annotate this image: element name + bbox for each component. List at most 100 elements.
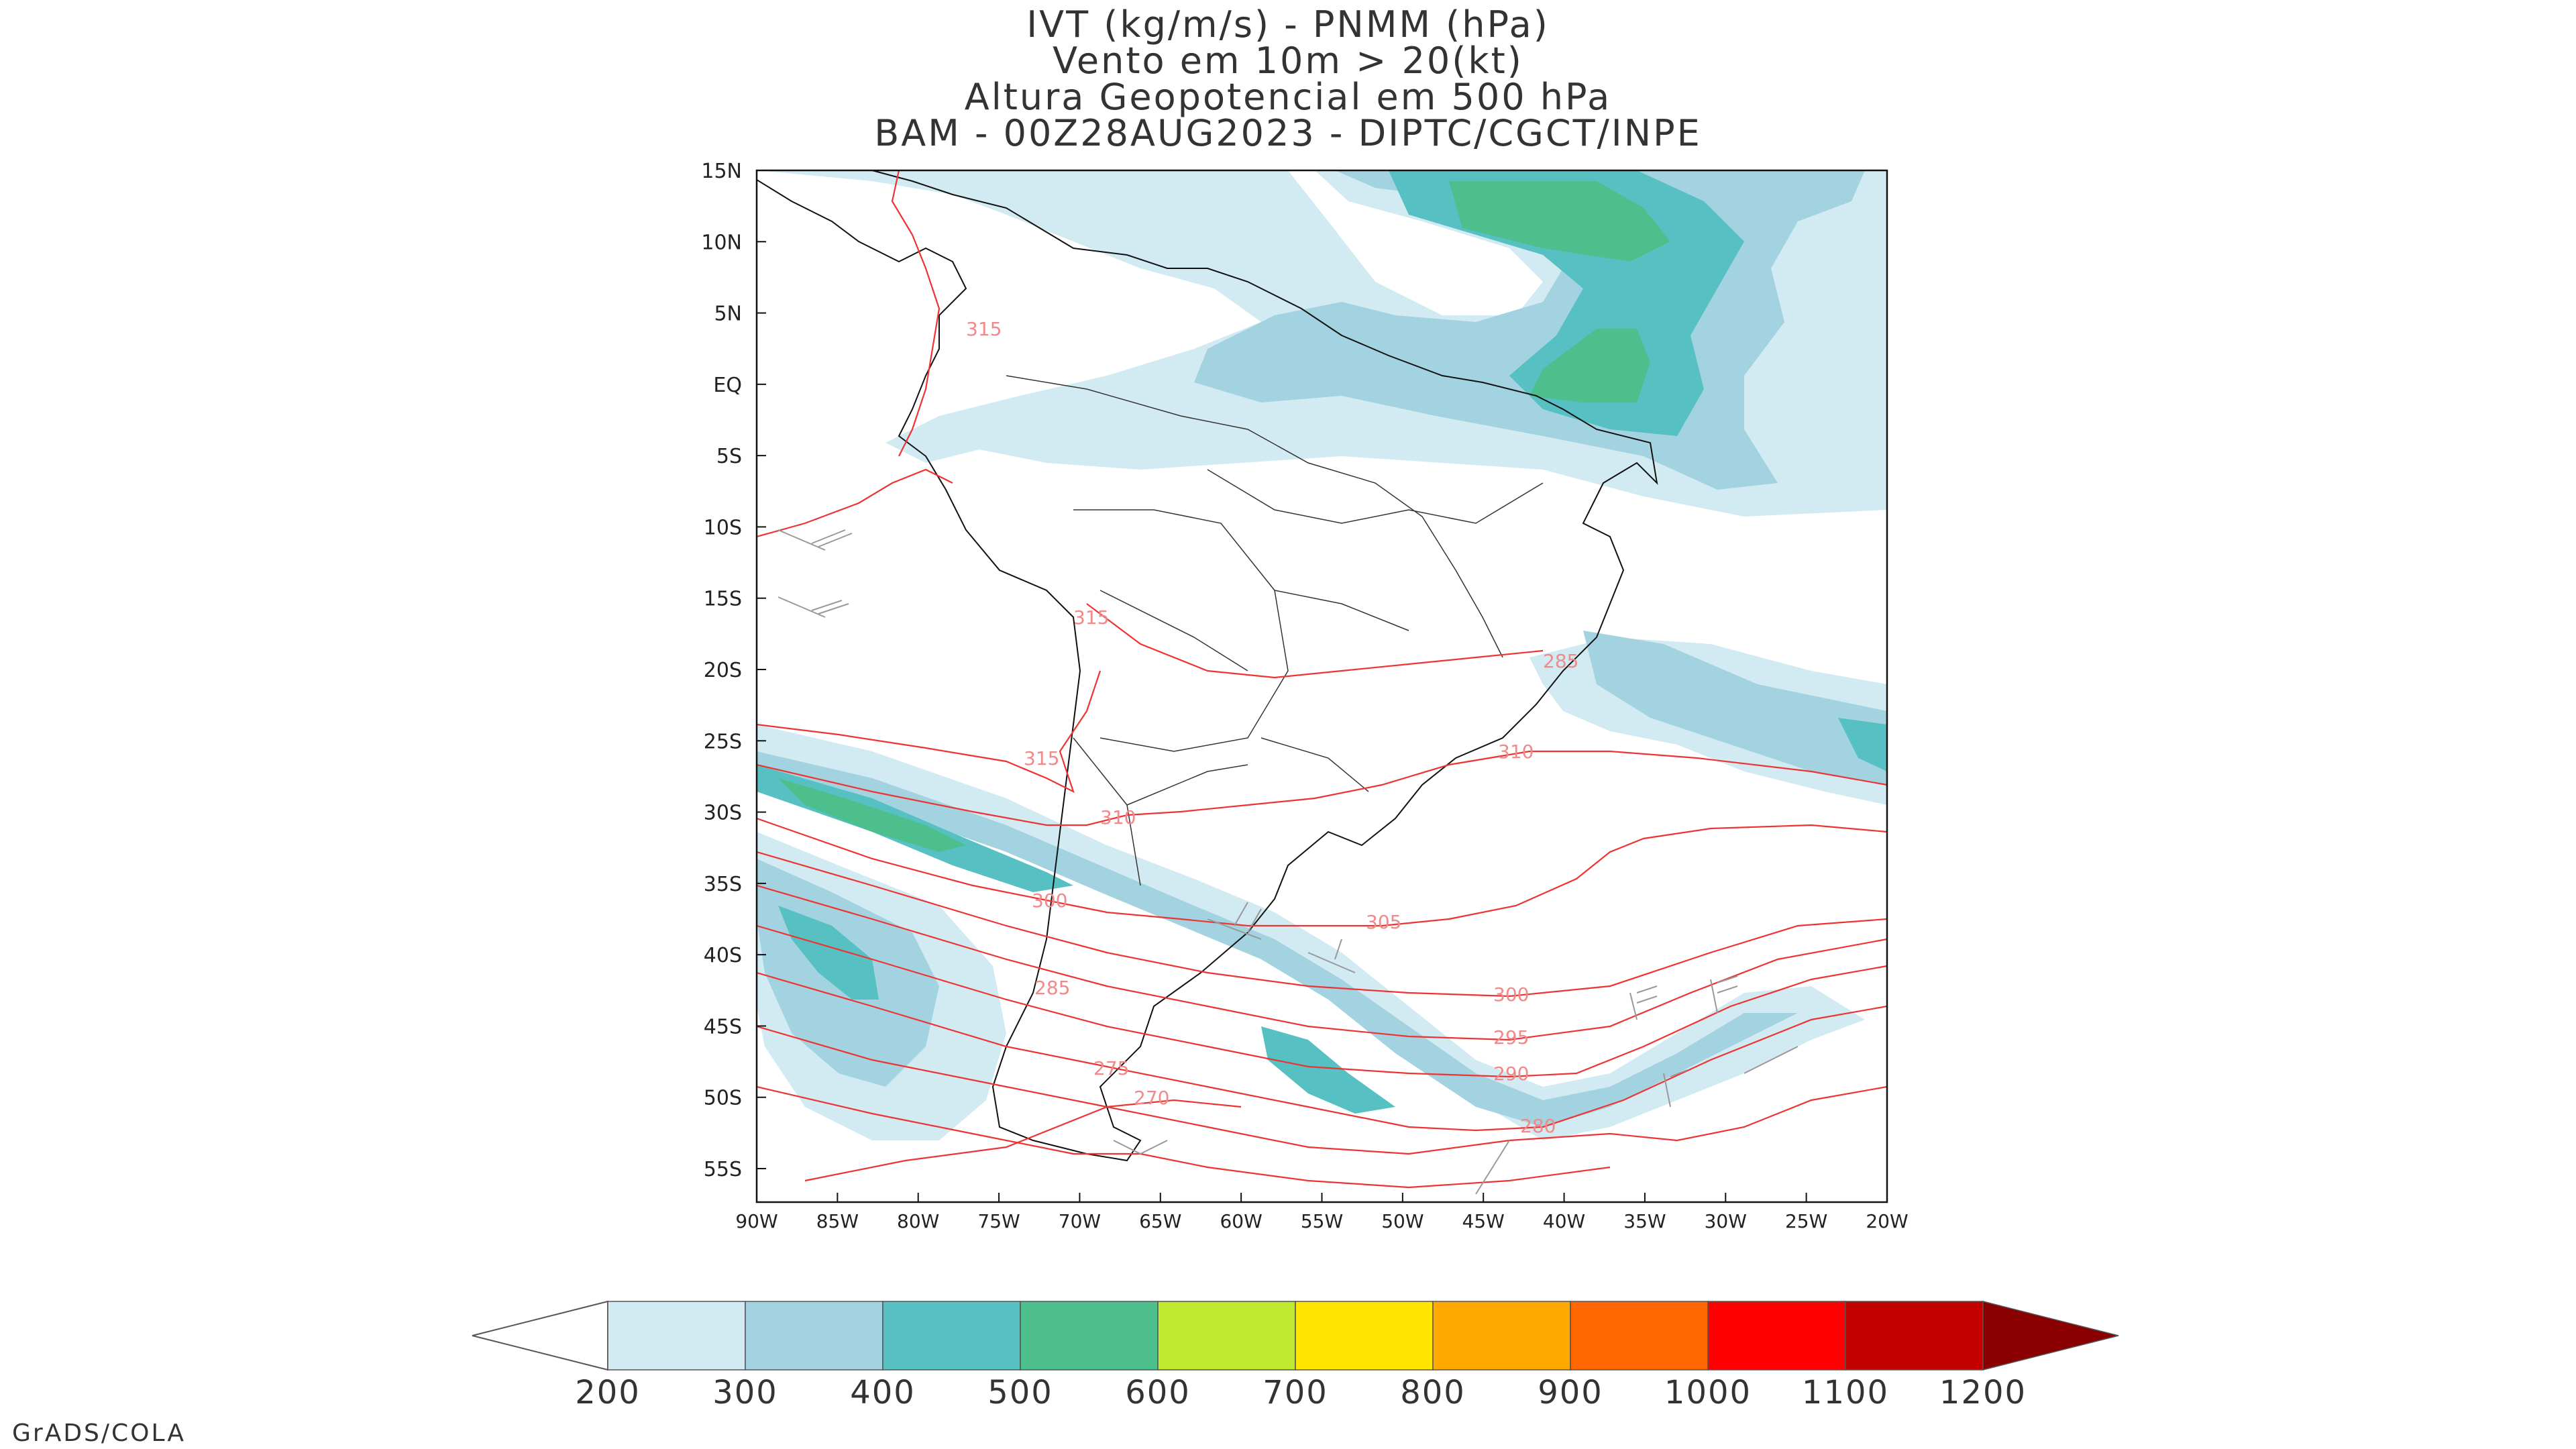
contour-290	[757, 924, 1887, 1078]
colorbar-tick-label: 1200	[1939, 1374, 2027, 1411]
wind-barb	[777, 596, 849, 618]
contour-label: 315	[1024, 747, 1059, 769]
lon-label: 30W	[1705, 1210, 1747, 1232]
lat-label: 55S	[704, 1158, 742, 1181]
lat-label: 35S	[704, 873, 742, 896]
colorbar-segment	[882, 1301, 1021, 1371]
coastlines	[757, 170, 1658, 1162]
colorbar-segment	[1707, 1301, 1846, 1371]
contour-label: 315	[1073, 606, 1109, 629]
country-borders	[1006, 375, 1544, 886]
contour-315-south	[757, 670, 1102, 794]
lat-label: 40S	[704, 944, 742, 967]
contour-310-west	[757, 468, 953, 538]
lon-label: 25W	[1785, 1210, 1827, 1232]
lon-label: 75W	[977, 1210, 1020, 1232]
contour-label: 280	[1520, 1115, 1556, 1137]
lat-label: 10S	[704, 516, 742, 539]
colorbar-tick-label: 500	[987, 1374, 1053, 1411]
wind-barbs	[777, 529, 1799, 1195]
contour-275	[757, 1085, 1611, 1189]
contour-label: 300	[1032, 890, 1067, 912]
ivt-area-north-green-2	[1529, 329, 1650, 402]
lon-label: 85W	[816, 1210, 859, 1232]
contour-label: 295	[1493, 1026, 1529, 1049]
contour-label: 285	[1543, 650, 1578, 672]
colorbar-under-arrow	[472, 1300, 608, 1371]
colorbar-tick-label: 600	[1125, 1374, 1191, 1411]
ivt-shading	[757, 170, 1887, 1140]
lon-label: 90W	[735, 1210, 777, 1232]
contour-295	[757, 884, 1887, 1041]
ivt-area-south-green	[778, 778, 966, 852]
colorbar-segment	[1295, 1301, 1434, 1371]
colorbar-tick-label: 1000	[1664, 1374, 1752, 1411]
lat-label: 50S	[704, 1087, 742, 1110]
contour-270	[804, 1099, 1242, 1182]
contour-300	[757, 851, 1887, 998]
wind-barb	[1629, 985, 1658, 1020]
colorbar-tick-label: 1100	[1802, 1374, 1889, 1411]
contour-labels: 315 315 315 310 310 305 300 295 290 280 …	[966, 318, 1578, 1137]
contour-label: 310	[1498, 741, 1534, 763]
ivt-area-south-teal-3	[778, 906, 879, 1000]
contour-label: 290	[1493, 1063, 1529, 1085]
colorbar-tick-label: 800	[1400, 1374, 1466, 1411]
south-america-coastline	[757, 170, 1658, 1162]
ivt-area-north-green	[1449, 181, 1670, 262]
ivt-area-south-mid	[757, 751, 1798, 1127]
colorbar-segment	[1020, 1301, 1159, 1371]
lon-label: 55W	[1301, 1210, 1343, 1232]
lat-label: EQ	[713, 374, 742, 397]
contour-label: 315	[966, 318, 1002, 340]
colorbar-segment	[745, 1301, 883, 1371]
contour-label: 270	[1134, 1087, 1169, 1109]
colorbar-segment	[1570, 1301, 1709, 1371]
contour-315-north	[891, 170, 941, 457]
colorbar-tick-label: 200	[575, 1374, 641, 1411]
wind-barb	[1207, 902, 1262, 940]
title-line-3: Altura Geopotencial em 500 hPa	[964, 76, 1612, 118]
wind-barb	[777, 529, 853, 551]
colorbar: 200 300 400 500 600 700 800 900 1000 1100 1200	[472, 1300, 2119, 1411]
colorbar-tick-label: 300	[712, 1374, 778, 1411]
ivt-area-south-light	[757, 724, 1865, 1140]
contour-label: 285	[1034, 977, 1070, 999]
colorbar-segment	[1845, 1301, 1984, 1371]
contour-310	[757, 750, 1887, 826]
ivt-area-satl-mid	[1583, 631, 1887, 785]
wind-barb	[1710, 975, 1738, 1014]
contour-315-east	[1086, 603, 1544, 679]
lon-label: 45W	[1462, 1210, 1505, 1232]
colorbar-segment	[607, 1301, 746, 1371]
wind-barb	[1743, 1046, 1799, 1074]
wind-barb	[1475, 1140, 1510, 1195]
lon-label: 20W	[1866, 1210, 1908, 1232]
ivt-area-satl-teal	[1838, 718, 1887, 771]
title-line-4: BAM - 00Z28AUG2023 - DIPTC/CGCT/INPE	[874, 112, 1702, 154]
colorbar-segment	[1157, 1301, 1296, 1371]
lon-label: 60W	[1220, 1210, 1262, 1232]
wind-barb	[1307, 938, 1356, 973]
lon-label: 80W	[897, 1210, 939, 1232]
contour-label: 275	[1093, 1057, 1129, 1079]
latitude-labels: 15N 10N 5N EQ 5S 10S 15S 20S 25S 30S 35S 40S 45S 50S 5…	[701, 160, 766, 1181]
lon-label: 70W	[1059, 1210, 1101, 1232]
lon-label: 35W	[1623, 1210, 1666, 1232]
lat-label: 15N	[701, 160, 742, 183]
colorbar-tick-label: 700	[1263, 1374, 1328, 1411]
geopotential-contours	[757, 170, 1887, 1189]
contour-label: 300	[1493, 983, 1529, 1006]
footer-credit: GrADS/COLA	[12, 1419, 186, 1447]
lon-label: 65W	[1139, 1210, 1181, 1232]
lat-label: 15S	[704, 588, 742, 611]
title-line-1: IVT (kg/m/s) - PNMM (hPa)	[1026, 3, 1550, 46]
lat-label: 20S	[704, 659, 742, 682]
contour-305	[757, 817, 1887, 927]
contour-label: 310	[1100, 806, 1136, 828]
contour-label: 305	[1366, 911, 1401, 933]
contour-280	[757, 1025, 1887, 1155]
colorbar-over-arrow	[1982, 1301, 2119, 1371]
colorbar-segment	[1432, 1301, 1571, 1371]
colorbar-tick-label: 400	[850, 1374, 916, 1411]
